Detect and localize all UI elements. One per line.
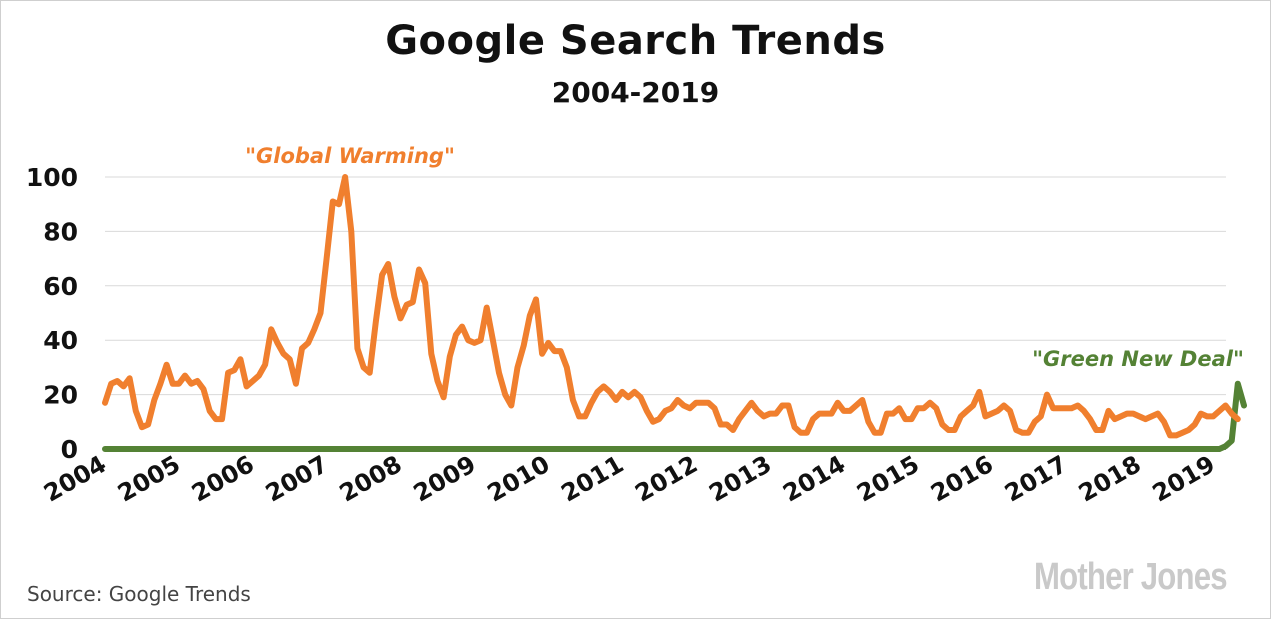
x-tick-label: 2014 bbox=[778, 450, 850, 508]
x-tick-label: 2012 bbox=[630, 450, 702, 508]
y-tick-label: 0 bbox=[61, 435, 78, 464]
x-tick-label: 2018 bbox=[1074, 450, 1146, 508]
x-tick-label: 2013 bbox=[704, 450, 776, 508]
x-tick-label: 2016 bbox=[926, 450, 998, 508]
chart-title: Google Search Trends bbox=[385, 18, 886, 64]
x-tick-label: 2009 bbox=[409, 450, 481, 508]
series-label-global-warming: "Global Warming" bbox=[245, 144, 455, 168]
y-tick-label: 40 bbox=[43, 326, 78, 355]
x-tick-label: 2015 bbox=[852, 450, 924, 508]
x-tick-label: 2017 bbox=[1000, 450, 1072, 508]
y-tick-label: 60 bbox=[43, 272, 78, 301]
y-tick-label: 100 bbox=[26, 163, 78, 192]
series-lines bbox=[102, 174, 1247, 452]
x-tick-label: 2019 bbox=[1148, 450, 1220, 508]
series-line-green-new-deal bbox=[102, 380, 1247, 452]
x-axis-tick-labels: 2004 2005 2006 2007 2008 2009 2010 2011 2012 2013… bbox=[39, 450, 1220, 508]
x-tick-label: 2007 bbox=[261, 450, 333, 508]
y-tick-label: 20 bbox=[43, 381, 78, 410]
x-tick-label: 2006 bbox=[187, 450, 259, 508]
chart-subtitle: 2004-2019 bbox=[551, 76, 720, 109]
x-tick-label: 2008 bbox=[335, 450, 407, 508]
source-note: Source: Google Trends bbox=[27, 582, 251, 606]
mother-jones-logo: Mother Jones bbox=[1034, 556, 1228, 598]
x-tick-label: 2010 bbox=[483, 450, 555, 508]
y-tick-label: 80 bbox=[43, 217, 78, 246]
x-tick-label: 2005 bbox=[113, 450, 185, 508]
y-axis-tick-labels: 0 20 40 60 80 100 bbox=[26, 163, 78, 464]
series-label-green-new-deal: "Green New Deal" bbox=[1032, 347, 1244, 371]
x-tick-label: 2011 bbox=[557, 450, 629, 508]
gridlines bbox=[105, 176, 1226, 396]
series-line-global-warming bbox=[102, 174, 1241, 439]
